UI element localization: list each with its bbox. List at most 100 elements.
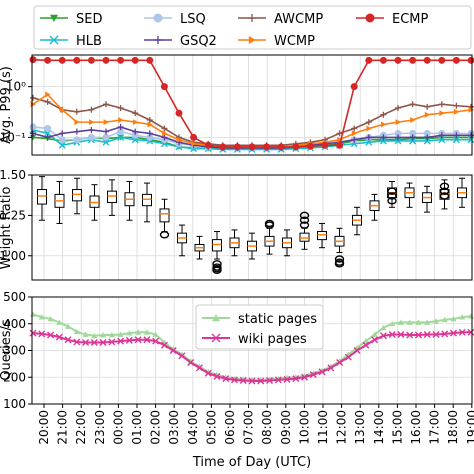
data-point [441,316,448,323]
data-point [44,134,51,141]
box [107,190,117,203]
legend-entry-wiki-pages: wiki pages [202,332,307,347]
data-point [321,141,329,149]
box-plot [422,185,432,213]
data-point [82,338,90,346]
box-plot [194,235,205,260]
box-plot [229,229,240,257]
box-plot [54,180,65,224]
box-plot [247,232,257,260]
data-point [283,375,291,383]
latency-legend: SED LSQ AWCMP ECMP HLB GSQ2 WCMP [33,5,472,50]
x-tick-label: 17:00 [428,410,442,445]
x-tick-label: 04:00 [186,410,200,445]
data-point [132,119,139,126]
data-point [135,329,142,335]
queries-panel: 100 200 300 400 500 Queries/s static pages wi… [0,290,474,411]
data-point [59,106,66,113]
legend-entry-lsq: LSQ [144,12,206,27]
data-point [380,324,387,331]
data-point [143,329,150,335]
data-point [44,124,52,132]
data-point [318,368,326,376]
legend-entry-gsq2: GSQ2 [144,34,217,49]
data-point [453,102,460,109]
data-point [351,130,358,137]
x-tick-label: 23:00 [93,410,107,445]
x-tick-label: 08:00 [260,410,274,445]
legend-entry-static-pages: static pages [202,312,317,327]
outlier-point [212,266,222,275]
data-point [336,141,344,149]
data-point [424,103,431,110]
x-tick-label: 15:00 [390,410,404,445]
data-point [38,314,45,320]
data-point [439,110,445,117]
legend-marker [211,333,221,343]
data-point [117,337,125,345]
series-wiki-pages [29,328,474,385]
y-tick-label: 1.50 [0,168,26,182]
data-point [108,338,116,346]
data-point [152,337,160,345]
legend-label: WCMP [274,34,315,49]
data-point [248,143,256,151]
x-tick-label: 18:00 [446,410,460,445]
data-point [379,332,387,340]
data-point [87,56,95,64]
data-point [73,108,80,115]
data-point [47,315,54,322]
data-point [438,56,446,64]
series-static-pages [30,311,474,383]
data-point [350,83,358,91]
box-plot [107,179,117,216]
data-point [191,140,197,147]
x-tick-label: 13:00 [353,410,367,445]
data-point [424,111,431,118]
outlier-point [299,216,310,224]
box-plot [142,182,152,223]
data-point [146,130,153,137]
data-point [73,136,81,144]
x-tick-label: 14:00 [372,410,386,445]
data-point [118,117,124,124]
legend-label: ECMP [392,12,429,27]
legend-label: HLB [76,34,102,49]
y-tick-label: 200 [3,370,26,384]
data-point [146,117,153,124]
data-point [90,338,98,346]
outlier-point [299,221,310,229]
y-tick-label: 1.25 [0,208,26,222]
data-point [450,315,457,322]
data-point [88,106,95,113]
box [72,189,82,202]
data-point [432,330,440,338]
data-point [266,376,274,384]
x-tick-label: 22:00 [74,410,88,445]
box [89,195,100,208]
data-point [58,136,66,144]
data-point [394,137,402,145]
outlier-point [264,219,275,228]
data-point [351,125,358,132]
box-plot [457,177,467,208]
box [159,208,170,223]
legend-label: SED [76,12,102,27]
data-point [117,56,125,64]
data-point [100,331,107,338]
data-point [187,359,195,367]
data-point [169,347,177,354]
latency-y-ticks: 10⁻¹ 10⁰ [0,80,32,144]
outlier-point [387,197,397,205]
data-point [395,104,401,111]
box-plot [72,177,82,215]
legend-entry-hlb: HLB [40,34,102,49]
box-plot [177,224,187,257]
data-point [74,119,80,126]
data-point [409,137,417,145]
data-point [395,119,401,126]
data-point [73,128,80,135]
data-point [195,364,203,372]
data-point [29,123,37,131]
